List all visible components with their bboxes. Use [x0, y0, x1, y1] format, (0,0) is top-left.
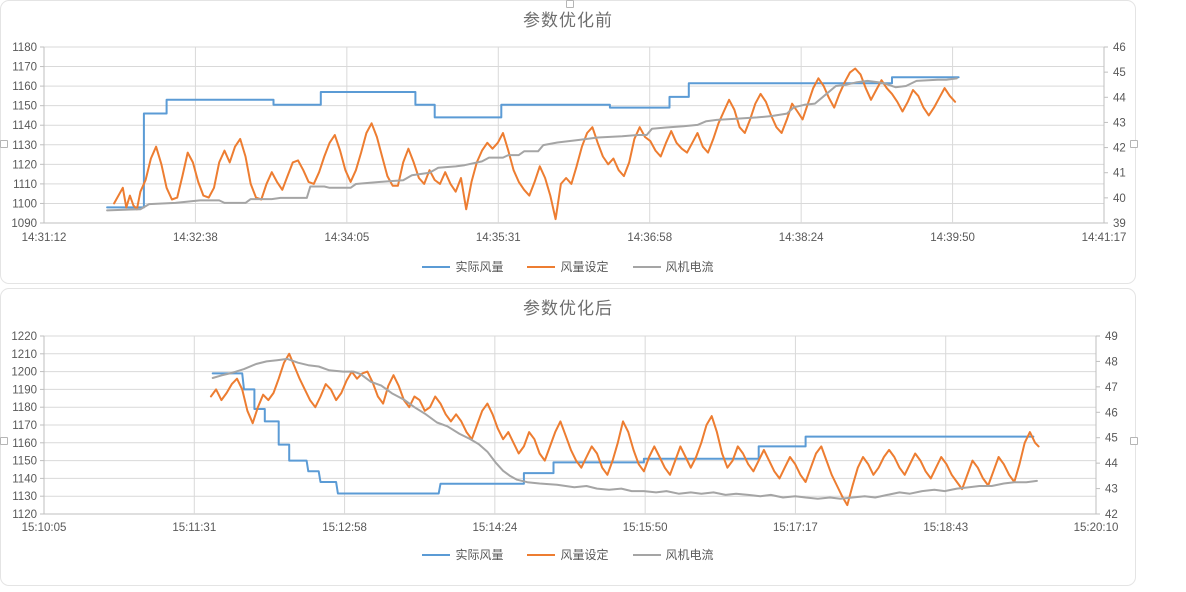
legend-item-1[interactable]: 风量设定: [527, 546, 609, 563]
plot-area-before: 1090 1100 1110 1120 1130 1140 1150 1160 1170 1180…: [1, 1, 1135, 283]
chart-canvas: 1120 1130 1140 1150 1160 1170 1180 1190 1200 1210…: [11, 331, 1119, 534]
right-axis-tick-label: 47: [1105, 382, 1118, 394]
left-axis-tick-label: 1120: [12, 509, 37, 521]
legend-item-0[interactable]: 实际风量: [422, 258, 503, 275]
right-axis-tick-label: 44: [1105, 458, 1118, 470]
x-axis-tick-label: 14:34:05: [324, 232, 369, 244]
x-axis-tick-label: 15:12:58: [322, 522, 367, 534]
x-axis-tick-label: 14:39:50: [930, 232, 975, 244]
left-axis-tick-label: 1150: [12, 101, 37, 113]
right-axis-tick-label: 49: [1105, 331, 1118, 343]
series-line-2[interactable]: [106, 77, 958, 212]
legend-item-label: 风量设定: [560, 548, 609, 562]
left-axis-tick-label: 1160: [12, 438, 37, 450]
legend-line-swatch: [527, 265, 556, 268]
series-line-1[interactable]: [113, 67, 957, 221]
right-axis-tick-label: 46: [1113, 42, 1126, 54]
right-axis-tick-label: 48: [1105, 356, 1118, 368]
right-axis-tick-label: 42: [1113, 143, 1126, 155]
left-axis-tick-label: 1180: [12, 402, 37, 414]
series-line-2[interactable]: [211, 357, 1038, 500]
legend-item-label: 实际风量: [455, 260, 504, 274]
left-axis-tick-label: 1100: [12, 198, 37, 210]
selection-handle-left[interactable]: [0, 140, 8, 148]
x-axis-tick-label: 15:14:24: [472, 522, 517, 534]
legend-line-swatch: [422, 265, 451, 268]
left-axis-tick-label: 1210: [11, 349, 37, 361]
x-axis-tick-label: 14:36:58: [627, 232, 672, 244]
x-axis-tick-label: 15:17:17: [773, 522, 818, 534]
legend-item-label: 实际风量: [455, 548, 504, 562]
right-axis-tick-label: 45: [1113, 67, 1126, 79]
right-axis-tick-label: 44: [1113, 92, 1126, 104]
left-axis-tick-label: 1170: [12, 420, 37, 432]
legend-item-2[interactable]: 风机电流: [632, 546, 714, 563]
selection-handle-left[interactable]: [0, 437, 8, 445]
plot-area-after: 1120 1130 1140 1150 1160 1170 1180 1190 1200 1210…: [1, 289, 1135, 585]
left-axis-tick-label: 1130: [12, 491, 37, 503]
selection-handle-right[interactable]: [1130, 437, 1138, 445]
left-axis-tick-label: 1150: [12, 456, 37, 468]
chart-canvas: 1090 1100 1110 1120 1130 1140 1150 1160 1170 1180…: [11, 42, 1127, 244]
left-axis-tick-label: 1190: [12, 384, 37, 396]
chart-before-optimization[interactable]: 参数优化前 1090 1100 1110 1120 1130 1140 1150 1160 11…: [0, 0, 1138, 284]
x-axis-tick-label: 14:35:31: [476, 232, 521, 244]
x-axis-tick-label: 15:15:50: [623, 522, 668, 534]
series-line-0[interactable]: [106, 76, 960, 209]
left-axis-tick-label: 1140: [12, 473, 37, 485]
right-axis-tick-label: 39: [1113, 218, 1126, 230]
legend-line-swatch: [632, 265, 661, 268]
x-axis-tick-label: 15:11:31: [172, 522, 216, 534]
x-axis-tick-label: 15:10:05: [22, 522, 67, 534]
left-axis-tick-label: 1220: [11, 331, 37, 343]
worksheet-area: 参数优化前 1090 1100 1110 1120 1130 1140 1150 1160 11…: [0, 0, 1138, 586]
legend-item-1[interactable]: 风量设定: [527, 258, 609, 275]
legend-item-label: 风量设定: [560, 260, 609, 274]
chart-title-before: 参数优化前: [523, 11, 613, 30]
x-axis-tick-label: 14:41:17: [1082, 232, 1127, 244]
series-line-0[interactable]: [211, 372, 1035, 495]
left-axis-tick-label: 1090: [11, 218, 37, 230]
chart-after-optimization[interactable]: 参数优化后 1120 1130 1140 1150 1160 1170 1180 1190 12…: [0, 288, 1138, 586]
left-axis-tick-label: 1160: [12, 81, 37, 93]
right-axis-tick-label: 41: [1113, 168, 1126, 180]
x-axis-tick-label: 15:20:10: [1074, 522, 1119, 534]
left-axis-tick-label: 1140: [12, 120, 37, 132]
right-axis-tick-label: 43: [1113, 117, 1126, 129]
right-axis-tick-label: 40: [1113, 193, 1126, 205]
right-axis-tick-label: 42: [1105, 509, 1118, 521]
right-axis-tick-label: 45: [1105, 433, 1118, 445]
legend-after: 实际风量 风量设定 风机电流: [1, 546, 1135, 563]
right-axis-tick-label: 43: [1105, 484, 1118, 496]
legend-before: 实际风量 风量设定 风机电流: [1, 258, 1135, 275]
selection-handle-right[interactable]: [1130, 140, 1138, 148]
chart-title-after: 参数优化后: [523, 299, 613, 318]
left-axis-tick-label: 1120: [12, 159, 37, 171]
x-axis-tick-label: 14:38:24: [779, 232, 824, 244]
legend-item-label: 风机电流: [665, 548, 714, 562]
right-axis-tick-label: 46: [1105, 407, 1118, 419]
x-axis-tick-label: 14:32:38: [173, 232, 218, 244]
x-axis-tick-label: 14:31:12: [22, 232, 67, 244]
left-axis-tick-label: 1200: [11, 367, 37, 379]
legend-item-2[interactable]: 风机电流: [632, 258, 714, 275]
left-axis-tick-label: 1130: [12, 140, 37, 152]
x-axis-tick-label: 15:18:43: [923, 522, 968, 534]
left-axis-tick-label: 1180: [12, 42, 37, 54]
left-axis-tick-label: 1170: [12, 62, 37, 74]
series-line-1[interactable]: [209, 352, 1040, 507]
legend-item-label: 风机电流: [665, 260, 714, 274]
left-axis-tick-label: 1110: [13, 179, 37, 191]
selection-handle-top[interactable]: [566, 0, 574, 8]
legend-item-0[interactable]: 实际风量: [422, 546, 503, 563]
